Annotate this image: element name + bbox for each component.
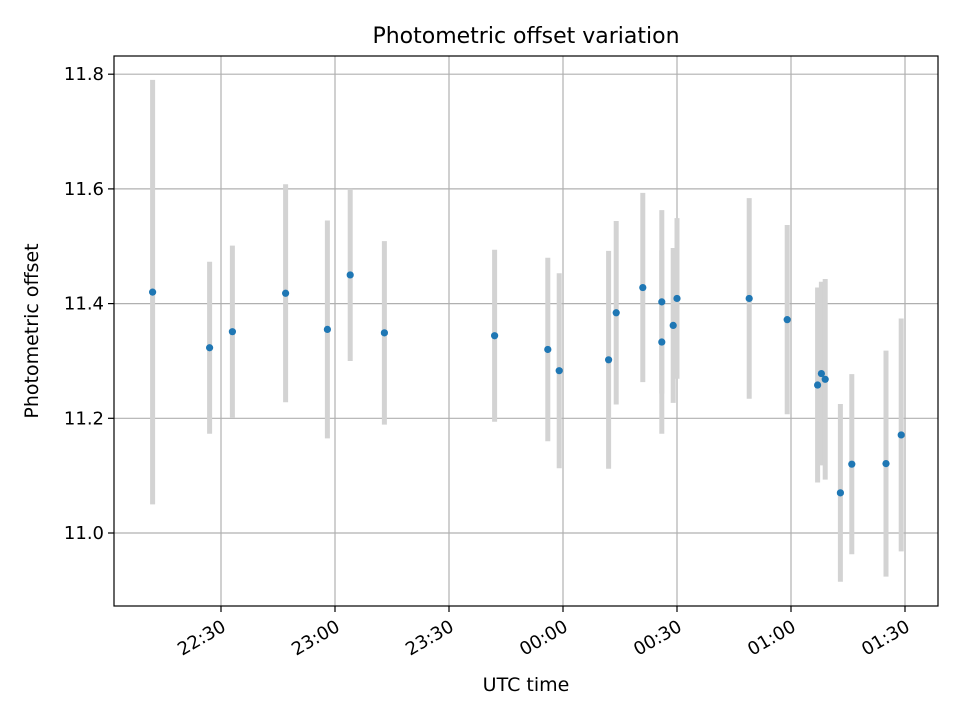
plot-background [114, 56, 938, 606]
x-axis-label: UTC time [483, 674, 570, 696]
data-point [673, 294, 681, 303]
y-tick-label: 11.6 [64, 179, 104, 200]
data-point [380, 329, 388, 337]
data-point [555, 367, 563, 375]
y-tick-label: 11.2 [64, 408, 104, 429]
x-tick-label: 01:00 [744, 616, 799, 660]
data-point [848, 460, 856, 468]
data-point [491, 332, 499, 340]
data-point [605, 356, 613, 364]
data-point [658, 298, 666, 306]
data-point [882, 460, 890, 468]
data-point [149, 288, 157, 296]
x-tick-label: 00:30 [630, 616, 685, 660]
data-point [658, 338, 666, 346]
data-point [639, 283, 647, 292]
y-tick-label: 11.8 [64, 64, 104, 85]
data-point [346, 271, 354, 279]
data-point [206, 344, 214, 352]
y-axis-label: Photometric offset [21, 243, 43, 418]
plot-frame [113, 55, 939, 607]
data-point [814, 381, 822, 389]
y-tick-label: 11.4 [64, 294, 104, 315]
x-tick-label: 01:30 [858, 616, 913, 660]
data-point [669, 321, 677, 329]
x-tick-label: 23:30 [402, 616, 457, 660]
y-tick-label: 11.0 [64, 523, 104, 544]
data-point [897, 431, 905, 439]
data-point [745, 294, 753, 303]
x-tick-label: 23:00 [288, 616, 343, 660]
data-points [149, 271, 905, 497]
data-point [821, 375, 829, 383]
data-point [544, 345, 552, 354]
data-point [323, 325, 331, 334]
x-tick-label: 22:30 [174, 616, 229, 660]
chart-title: Photometric offset variation [372, 24, 679, 49]
data-point [228, 328, 236, 336]
data-point [282, 289, 290, 297]
x-tick-label: 00:00 [516, 616, 571, 660]
data-point [817, 369, 826, 378]
data-point [612, 309, 620, 317]
data-point [783, 316, 791, 324]
data-point [836, 489, 845, 497]
